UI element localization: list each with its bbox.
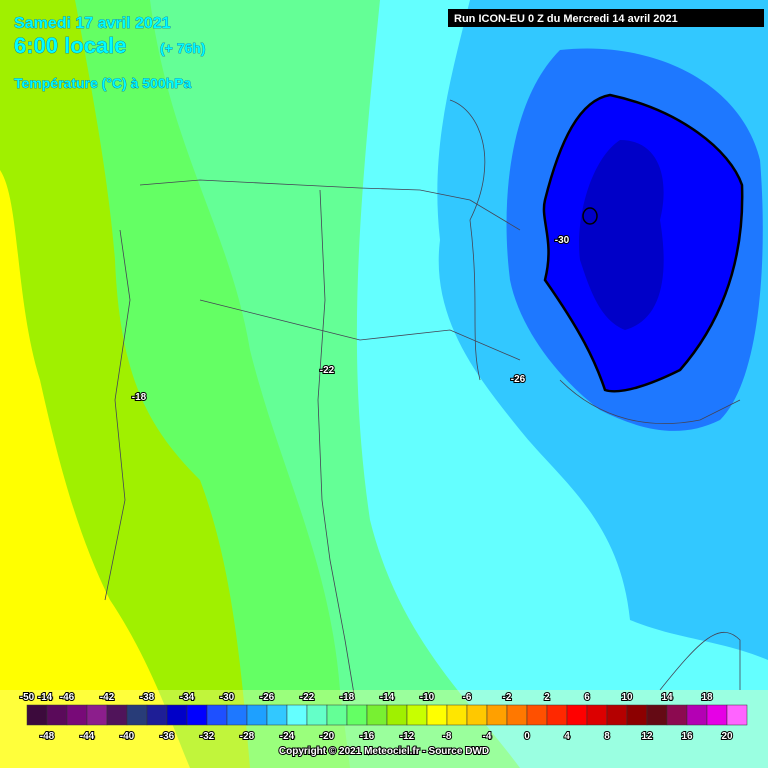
legend-swatch [166,704,188,726]
legend-bottom-label: 20 [721,731,733,742]
legend-panel [0,690,768,768]
contour-label: -14 [38,692,53,703]
time: 6:00 locale [14,33,127,58]
border-line [317,189,356,701]
border-line [559,379,741,425]
contour-label: -22 [320,365,335,376]
legend-swatch [66,704,88,726]
legend-top-label: 6 [584,692,590,703]
legend-swatch [566,704,588,726]
legend-top-label: 2 [544,692,550,703]
run-box [448,9,764,27]
legend-bottom-label: 16 [681,731,693,742]
legend-top-label: -14 [380,692,395,703]
legend-bottom-label: 12 [641,731,653,742]
run-info: Run ICON-EU 0 Z du Mercredi 14 avril 202… [454,13,678,25]
legend-bottom-label: -36 [160,731,175,742]
legend-bottom-label: -20 [320,731,335,742]
legend-swatch [306,704,328,726]
legend-swatch [546,704,568,726]
legend-swatch [466,704,488,726]
legend-top-label: -50 [20,692,35,703]
legend-swatch [246,704,268,726]
legend-swatch [406,704,428,726]
legend-swatch [126,704,148,726]
zone-yellow [0,170,190,768]
border-line [139,179,521,231]
legend-bottom-label: -12 [400,731,415,742]
legend-bottom-label: -28 [240,731,255,742]
legend-swatch [526,704,548,726]
borders [104,99,741,701]
copyright: Copyright © 2021 Meteociel.fr - Source D… [279,746,489,757]
legend-top-label: 10 [621,692,633,703]
legend-swatch [206,704,228,726]
legend-swatch [26,704,48,726]
legend-swatch [606,704,628,726]
variable: Température (°C) à 500hPa [14,75,192,91]
legend-top-label: -22 [300,692,315,703]
border-line [199,299,521,361]
legend-swatch [226,704,248,726]
legend-bottom-label: -44 [80,731,95,742]
legend-top-label: -30 [220,692,235,703]
legend-top-label: -2 [503,692,512,703]
legend-swatch [706,704,728,726]
legend-swatch [266,704,288,726]
legend-swatch [486,704,508,726]
legend-top-label: 14 [661,692,673,703]
legend-top-label: -6 [463,692,472,703]
legend-swatch [586,704,608,726]
date: Samedi 17 avril 2021 [14,15,171,32]
legend-top-label: -42 [100,692,115,703]
legend-swatch [46,704,68,726]
legend-swatch [666,704,688,726]
legend-bottom-label: -8 [443,731,452,742]
legend-swatch [366,704,388,726]
lead-time: (+ 76h) [160,40,206,56]
legend-bottom-label: 4 [564,731,570,742]
legend-swatch [86,704,108,726]
legend-swatch [326,704,348,726]
legend-bottom-label: 0 [524,731,530,742]
zone-dark-blue [579,140,664,330]
legend-top-label: -10 [420,692,435,703]
legend-swatch [386,704,408,726]
legend-bottom-label: -32 [200,731,215,742]
legend-bottom-label: -24 [280,731,295,742]
contour-label: -26 [511,374,526,385]
legend-top-label: 18 [701,692,713,703]
legend-bottom-label: -4 [483,731,492,742]
legend-swatch [446,704,468,726]
legend-swatch [106,704,128,726]
legend-swatch [626,704,648,726]
legend-bottom-label: -40 [120,731,135,742]
legend-top-label: -38 [140,692,155,703]
legend-swatch [346,704,368,726]
legend-top-label: -46 [60,692,75,703]
legend-top-label: -18 [340,692,355,703]
border-line [449,99,486,381]
legend-swatch [686,704,708,726]
legend-swatch [506,704,528,726]
legend-swatch [726,704,748,726]
legend-swatch [146,704,168,726]
legend-bottom-label: 8 [604,731,610,742]
legend-top-label: -26 [260,692,275,703]
legend-top-label: -34 [180,692,195,703]
border-line [104,229,131,601]
legend-swatch [426,704,448,726]
legend-swatch [646,704,668,726]
legend-bottom-label: -48 [40,731,55,742]
legend-swatch [186,704,208,726]
legend-bottom-label: -16 [360,731,375,742]
border-line [659,631,741,691]
legend-swatch [286,704,308,726]
small-contour [582,207,598,225]
contour-label: -18 [132,392,147,403]
contour-label: -30 [555,235,570,246]
